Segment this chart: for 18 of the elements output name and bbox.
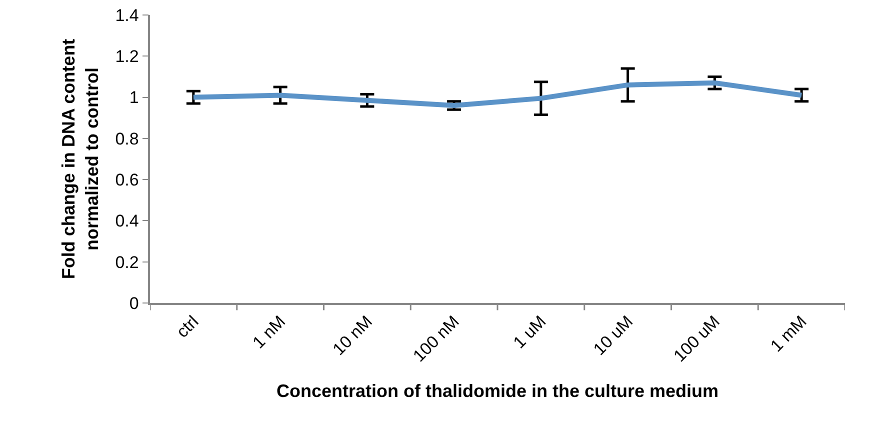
y-axis-title: Fold change in DNA content normalized to control — [58, 38, 102, 280]
x-tick-label: 100 uM — [670, 312, 724, 366]
x-tick-label: 100 nM — [409, 312, 463, 366]
y-tick-label: 0 — [129, 294, 139, 313]
y-tick-label: 0.2 — [115, 252, 139, 272]
y-tick-label: 0.8 — [115, 129, 139, 148]
y-tick-label: 0.4 — [115, 212, 139, 231]
x-tick-label: ctrl — [172, 312, 202, 342]
x-tick-label: 10 uM — [590, 312, 637, 359]
y-tick-label: 1 — [129, 88, 139, 108]
y-tick-label: 0.6 — [115, 170, 139, 190]
y-tick-label: 1.4 — [115, 6, 139, 25]
x-tick-label: 1 uM — [510, 312, 550, 352]
x-tick-label: 1 mM — [766, 312, 810, 356]
y-tick-label: 1.2 — [115, 47, 139, 66]
x-tick-label: 10 nM — [329, 312, 376, 359]
x-axis-title: Concentration of thalidomide in the culture medium — [276, 381, 719, 402]
x-tick-label: 1 nM — [248, 312, 290, 352]
